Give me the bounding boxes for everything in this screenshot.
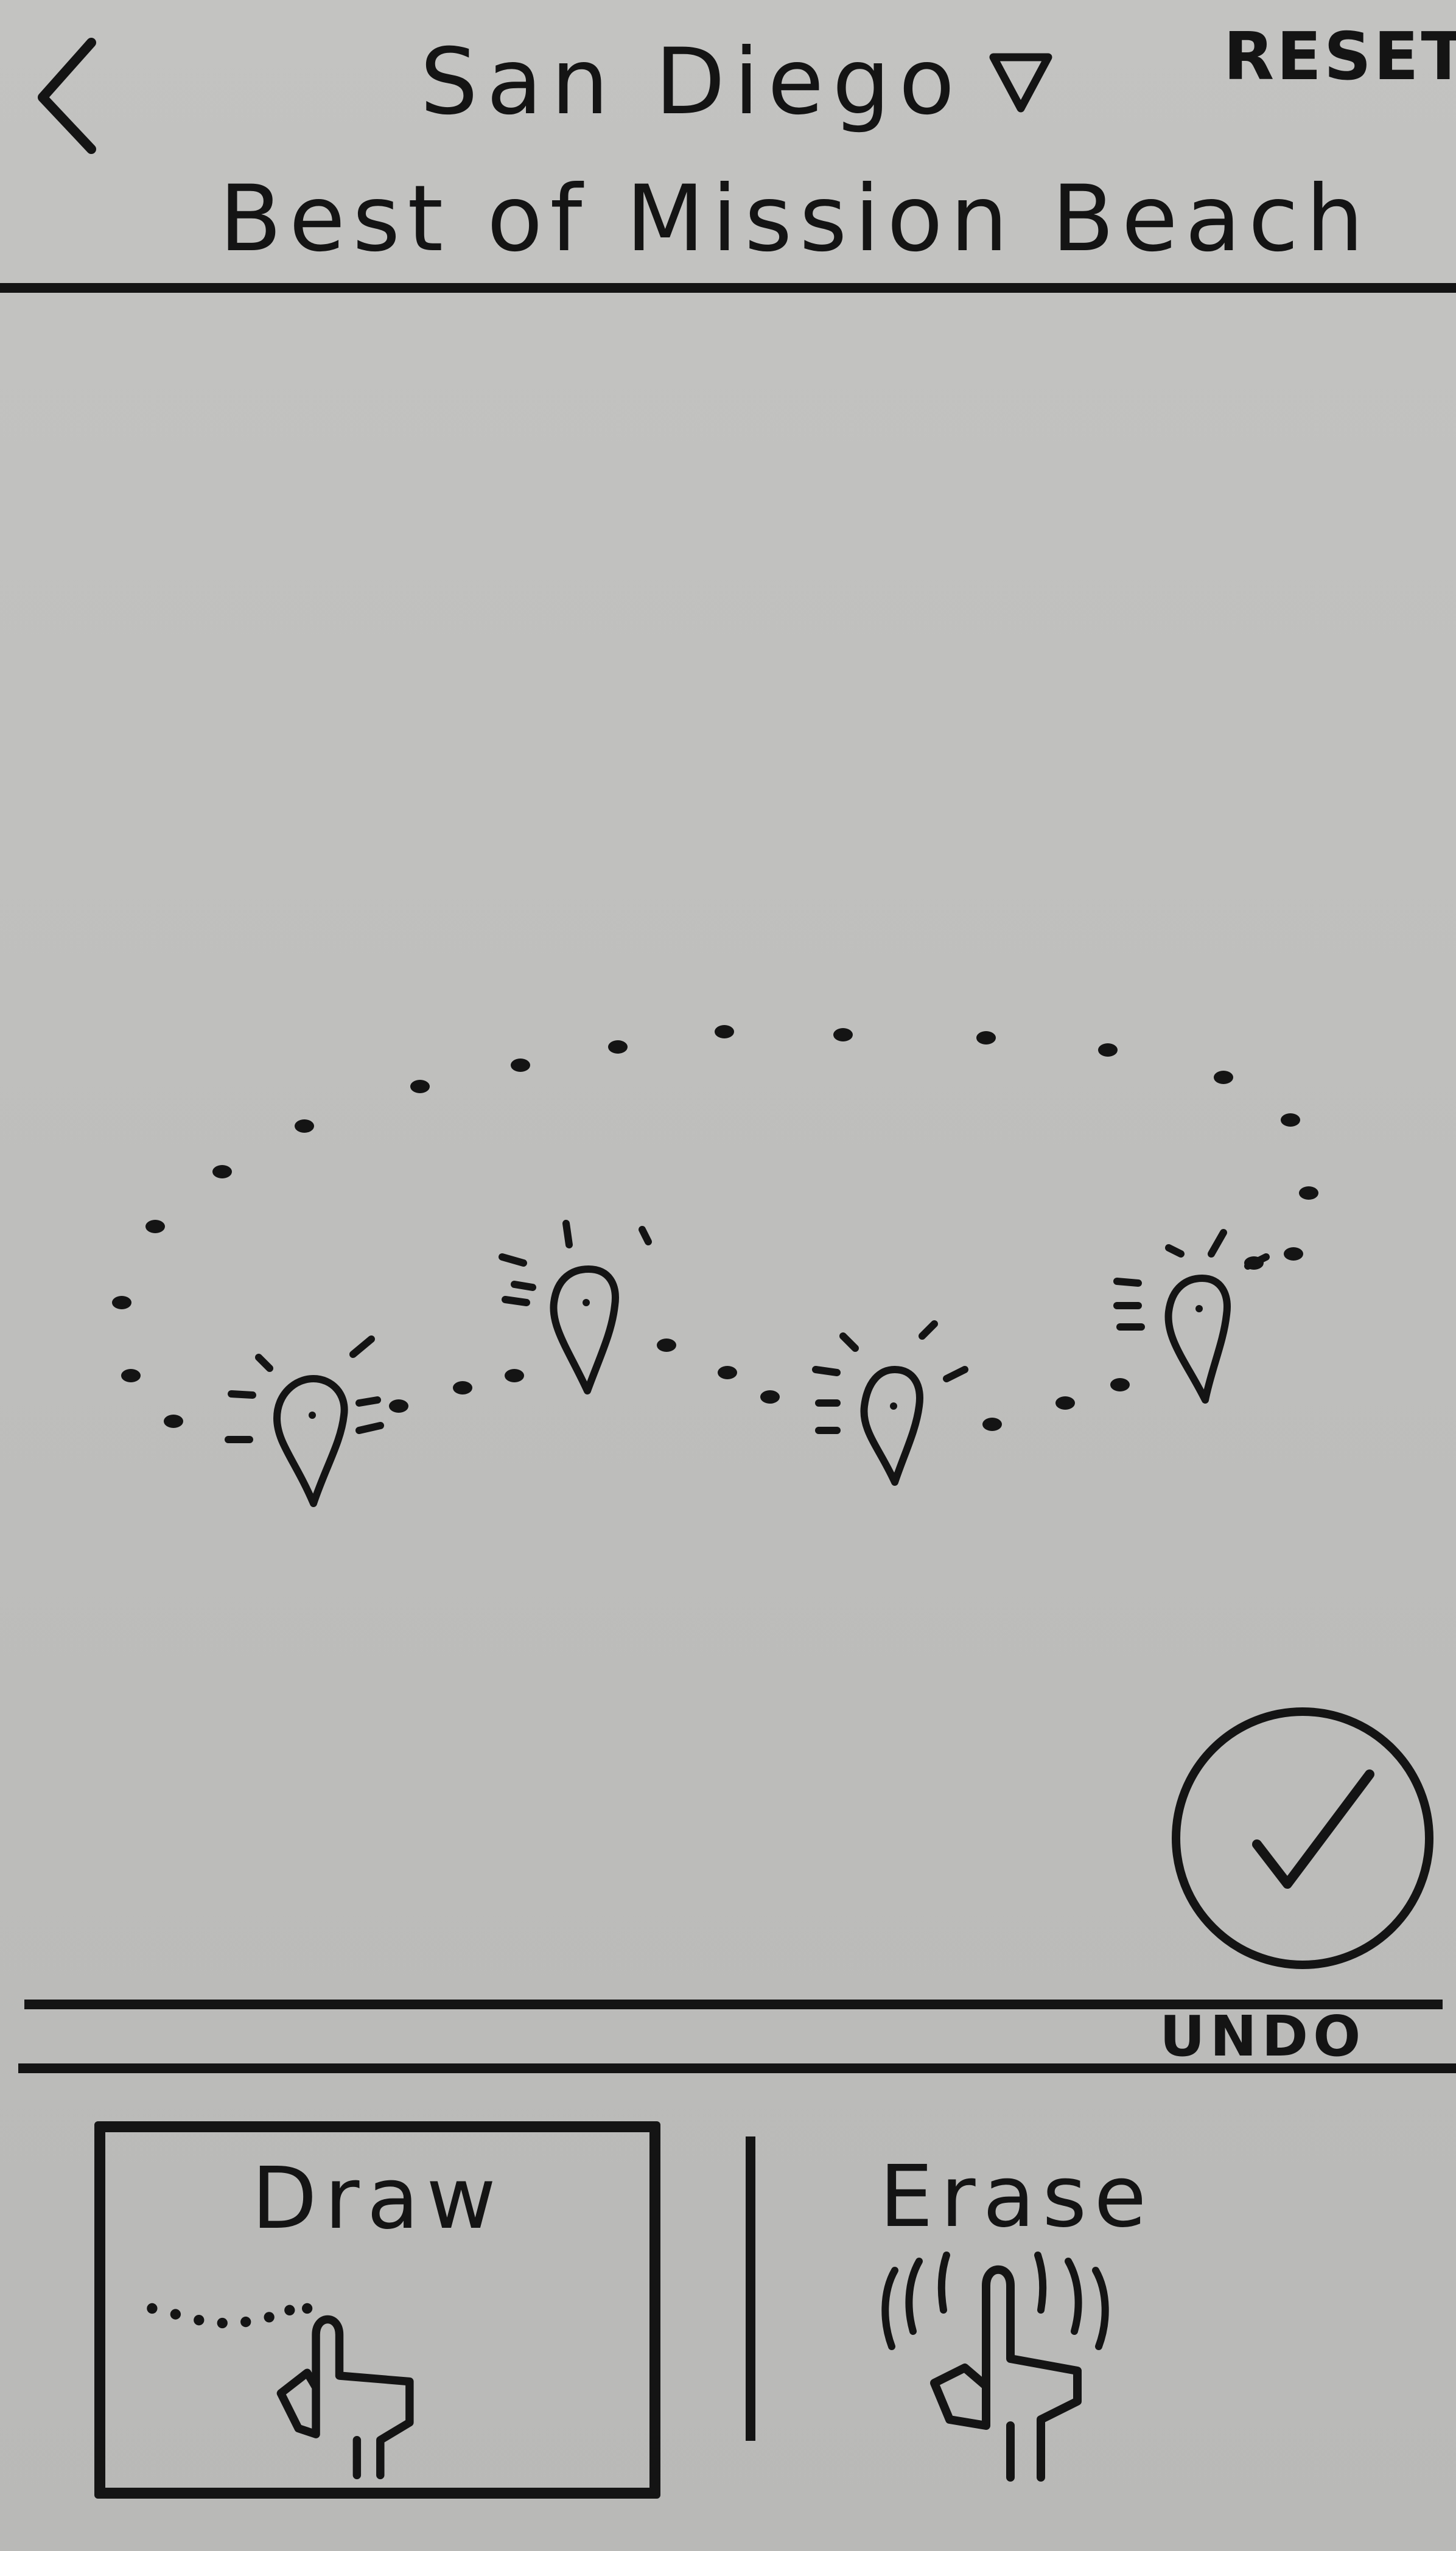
route-dot	[511, 1059, 530, 1072]
route-dot	[718, 1366, 737, 1379]
route-dot	[410, 1080, 430, 1093]
undo-divider-top	[24, 2000, 1443, 2009]
route-dot	[976, 1031, 996, 1045]
checkmark-icon	[1172, 1707, 1433, 1969]
route-dot	[1214, 1071, 1233, 1084]
route-dot	[657, 1338, 676, 1352]
chevron-left-icon	[38, 38, 96, 154]
route-dot	[121, 1369, 141, 1382]
map-pin-icon	[499, 1220, 652, 1394]
route-dot	[145, 1220, 165, 1233]
header-divider	[0, 283, 1456, 293]
route-dot	[1055, 1396, 1075, 1410]
map-pin-icon	[225, 1335, 384, 1507]
route-dot	[1110, 1378, 1130, 1391]
confirm-button[interactable]	[1166, 1701, 1440, 1975]
route-dot	[505, 1369, 524, 1382]
triangle-down-icon	[989, 53, 1052, 113]
undo-button[interactable]: UNDO	[1160, 2004, 1366, 2069]
route-canvas[interactable]	[0, 295, 1456, 2000]
route-dot	[389, 1399, 408, 1413]
map-pin-2[interactable]	[499, 1220, 652, 1394]
route-dot	[715, 1025, 734, 1038]
draw-tool-button[interactable]: Draw	[94, 2121, 660, 2499]
map-pin-icon	[1113, 1229, 1270, 1404]
city-selector[interactable]: San Diego	[420, 24, 1054, 140]
map-pin-icon	[812, 1320, 968, 1486]
erase-tool-label: Erase	[879, 2147, 1154, 2247]
page-title: Best of Mission Beach	[219, 166, 1371, 272]
route-path	[112, 1025, 1318, 1431]
route-dot	[982, 1418, 1002, 1431]
draw-tool-label: Draw	[251, 2149, 503, 2248]
city-label: San Diego	[420, 29, 964, 135]
route-dot	[453, 1381, 472, 1394]
route-dot	[164, 1415, 183, 1428]
route-dot	[1284, 1247, 1303, 1261]
finger-draw-icon	[105, 2254, 649, 2497]
route-dot	[1299, 1186, 1318, 1200]
route-dot	[1098, 1043, 1118, 1057]
map-pin-3[interactable]	[812, 1320, 968, 1486]
toolbar-divider	[18, 2063, 1456, 2073]
tool-divider	[746, 2136, 755, 2441]
route-dot	[833, 1028, 853, 1041]
route-dot	[760, 1390, 780, 1404]
route-dot	[295, 1119, 314, 1133]
header: San Diego RESET Best of Mission Beach	[0, 0, 1456, 295]
route-dot	[1281, 1113, 1300, 1127]
route-dot	[608, 1040, 628, 1054]
route-dot	[112, 1296, 131, 1309]
route-dot	[212, 1165, 232, 1178]
back-button[interactable]	[18, 24, 110, 164]
erase-tool-button[interactable]: Erase	[828, 2121, 1205, 2499]
map-pin-1[interactable]	[225, 1335, 384, 1507]
map-pin-4[interactable]	[1113, 1229, 1270, 1404]
reset-button[interactable]: RESET	[1223, 19, 1456, 95]
tool-bar: Draw Era	[0, 2070, 1456, 2551]
finger-erase-icon	[828, 2243, 1205, 2486]
